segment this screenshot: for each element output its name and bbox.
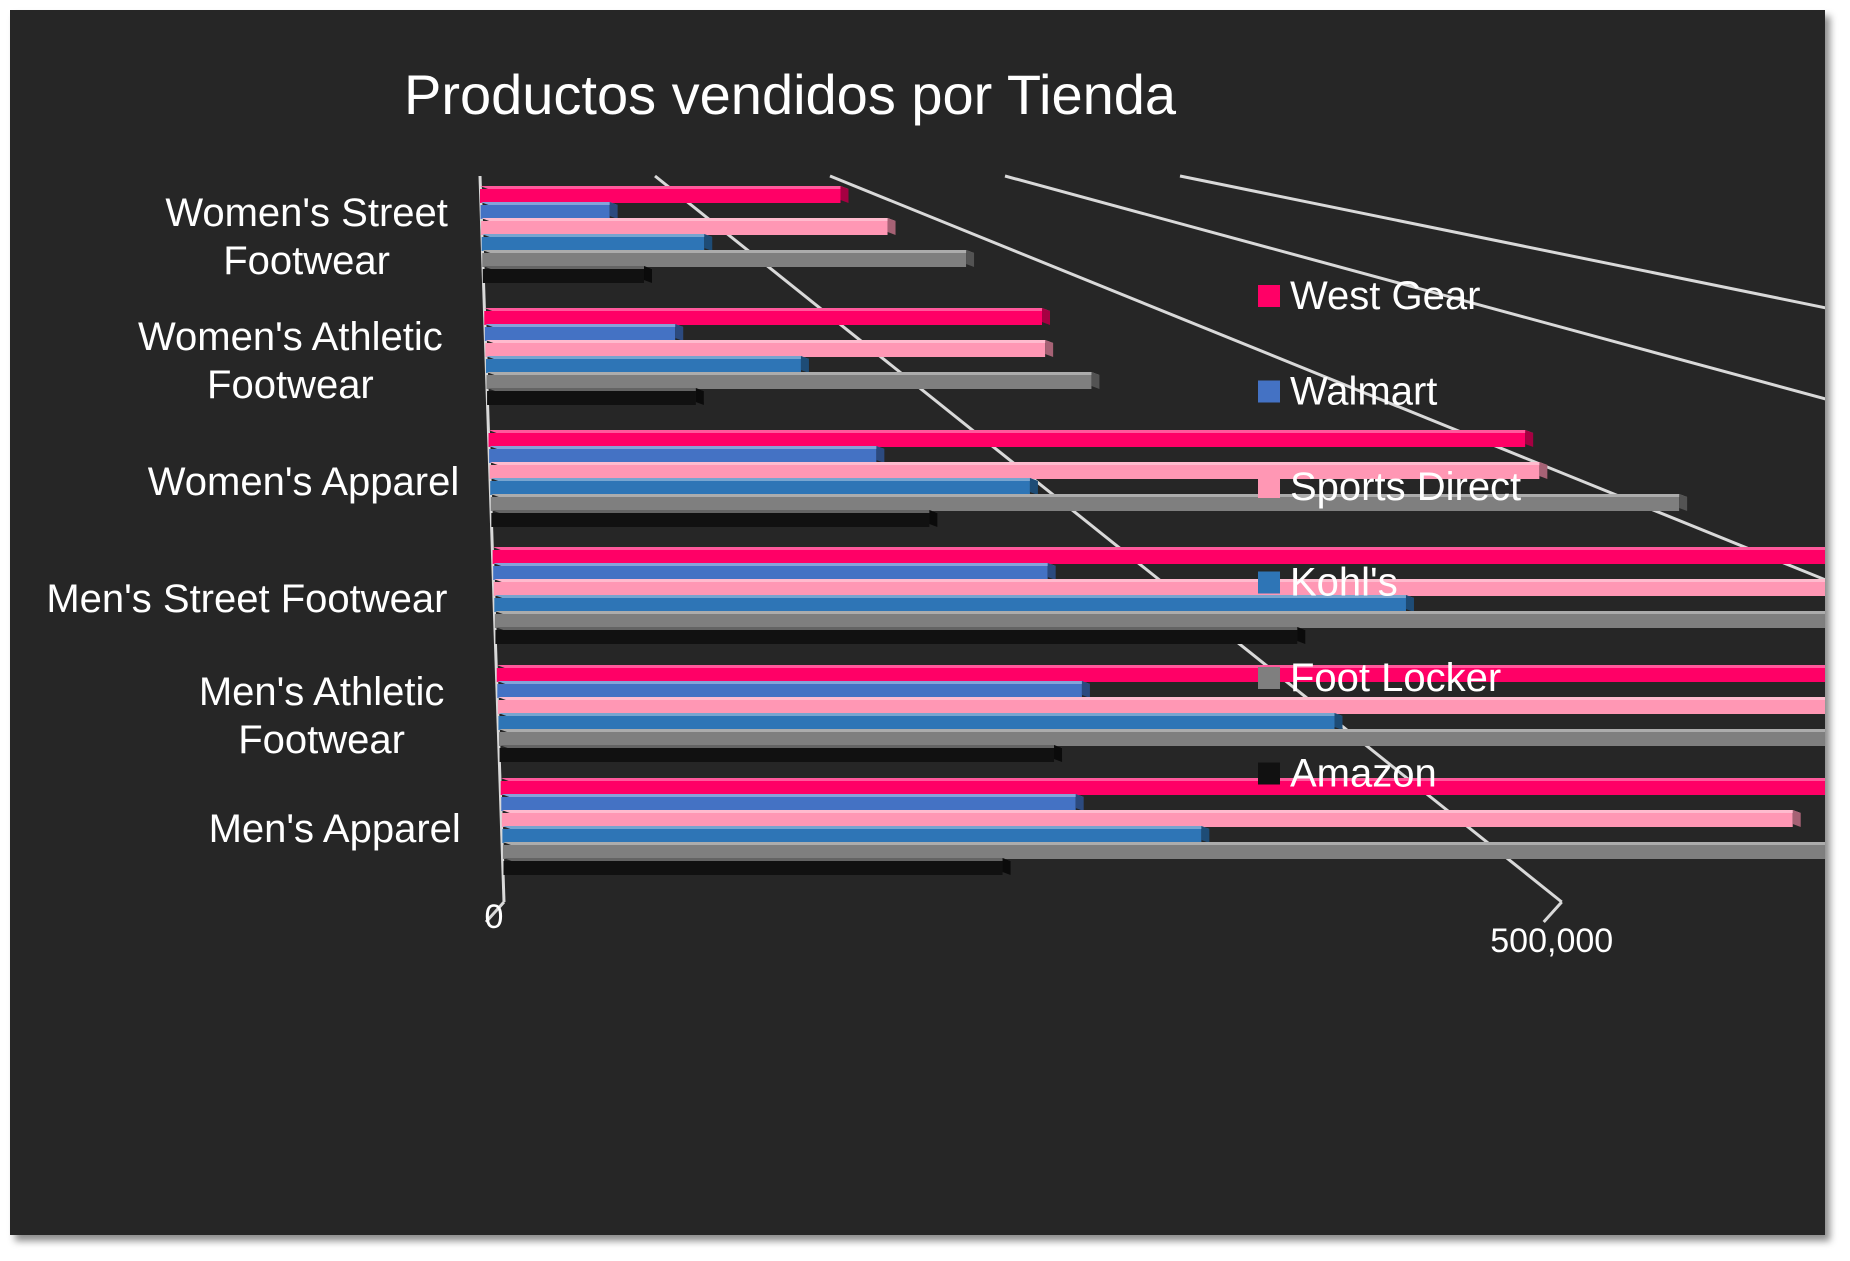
legend: West Gear Walmart Sports Direct Kohl's Foot … [1258,274,1521,796]
bar [484,308,1051,325]
category-label: Men's Street Footwear [46,577,447,621]
chart-frame: 0500,0001,000,0001,500,0002,000,000Women… [10,10,1825,1235]
legend-item: West Gear [1258,274,1480,318]
bar [481,218,896,235]
gridline-foot [484,900,506,924]
bar [485,340,1054,357]
labels: 0500,0001,000,0001,500,0002,000,000Women… [46,191,1613,960]
category-label: Men's Athletic Footwear [199,670,445,762]
bar [494,611,1825,628]
bar [501,810,1801,827]
bar [488,430,1534,447]
bar [503,858,1011,875]
legend-label: Amazon [1290,752,1437,796]
bar [502,826,1210,843]
bar [497,697,1825,714]
gridline-foot [1542,900,1563,924]
chart-svg: 0500,0001,000,0001,500,0002,000,000Women… [46,63,1825,960]
bar [497,681,1090,698]
category-label: Women's Street Footwear [165,191,448,283]
legend-label: West Gear [1290,274,1480,318]
bar [491,510,938,527]
bar [492,547,1825,564]
legend-label: Walmart [1290,370,1437,414]
gridlines [478,174,1825,924]
legend-label: Kohl's [1290,561,1398,605]
legend-item: Sports Direct [1258,465,1521,509]
category-label: Women's Apparel [148,460,460,504]
bar [493,563,1056,580]
bar [501,794,1084,811]
bar [487,388,704,405]
legend-item: Kohl's [1258,561,1398,605]
legend-item: Amazon [1258,752,1437,796]
bar [482,266,653,283]
bar [484,324,684,341]
bar [480,202,618,219]
legend-swatch [1258,571,1280,594]
legend-swatch [1258,667,1280,689]
legend-item: Foot Locker [1258,656,1501,700]
gridline [1004,174,1825,401]
bar [490,478,1038,495]
gridline [829,174,1825,582]
x-tick-label: 0 [485,898,504,936]
bar [481,234,713,251]
bar [485,356,809,373]
gridline [1179,174,1825,310]
bar [498,713,1343,730]
legend-label: Foot Locker [1290,656,1501,700]
category-label: Women's Athletic Footwear [138,315,443,407]
legend-swatch [1258,380,1280,403]
bar [486,372,1100,389]
chart-title: Productos vendidos por Tienda [404,63,1177,126]
bar [502,842,1825,859]
bars [480,186,1825,875]
category-label: Men's Apparel [209,807,461,851]
x-tick-label: 500,000 [1490,922,1613,960]
legend-label: Sports Direct [1290,465,1521,509]
bar [480,186,849,203]
bar [489,462,1548,479]
gridline [478,175,506,903]
bar [496,665,1825,682]
bar [493,579,1825,596]
legend-swatch [1258,285,1280,307]
bar [499,745,1063,762]
bar [498,729,1825,746]
bar [489,446,885,463]
legend-swatch [1258,762,1280,785]
bar [490,494,1688,511]
bar [495,627,1306,644]
bar [494,595,1414,612]
legend-swatch [1258,476,1280,498]
legend-item: Walmart [1258,370,1437,414]
bar [482,250,975,267]
bar [500,778,1825,795]
